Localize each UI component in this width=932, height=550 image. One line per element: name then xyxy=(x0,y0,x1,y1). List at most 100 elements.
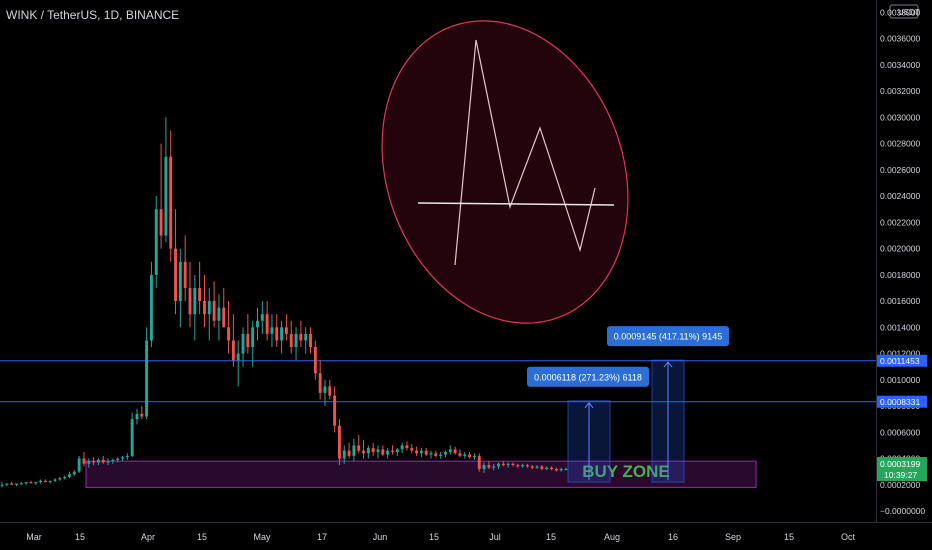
candle-body xyxy=(525,465,529,467)
price-tick-label: 0.0032000 xyxy=(880,86,920,96)
candle-body xyxy=(178,261,182,302)
candle-body xyxy=(256,320,259,328)
current-price-label: 0.0003199 xyxy=(880,459,920,469)
price-tick-label: 0.0028000 xyxy=(880,139,920,149)
candle-body xyxy=(323,386,327,393)
candle-body xyxy=(395,449,399,452)
time-tick-label: Oct xyxy=(841,532,856,542)
candle-body xyxy=(477,455,481,470)
candle-body xyxy=(362,450,365,454)
candle-body xyxy=(82,458,86,464)
time-tick-label: Mar xyxy=(26,532,42,542)
measure-label: 0.0006118 (271.23%) 6118 xyxy=(534,372,642,382)
price-tick-label: 0.0030000 xyxy=(880,112,920,122)
candle-body xyxy=(516,465,520,467)
time-tick-label: 15 xyxy=(429,532,439,542)
candle-body xyxy=(318,373,322,393)
candle-body xyxy=(550,467,553,470)
candle-body xyxy=(434,453,438,456)
candle-body xyxy=(328,386,332,396)
price-tick-label: 0.0022000 xyxy=(880,217,920,227)
candle-body xyxy=(275,327,279,341)
pattern-neckline xyxy=(417,202,615,206)
time-tick-label: 17 xyxy=(317,532,327,542)
candle-body xyxy=(68,474,71,477)
time-tick-label: 15 xyxy=(197,532,207,542)
candle-body xyxy=(472,455,476,458)
price-tick-label: 0.0036000 xyxy=(880,34,920,44)
candle-body xyxy=(164,156,168,236)
time-tick-label: 16 xyxy=(668,532,678,542)
candle-body xyxy=(246,333,250,347)
candle-body xyxy=(299,333,303,341)
candle-body xyxy=(231,340,235,361)
pattern-ellipse xyxy=(381,20,629,324)
candle-body xyxy=(217,307,221,321)
candle-body xyxy=(92,461,96,463)
pattern-zigzag xyxy=(454,39,596,266)
price-tick-label: 0.0026000 xyxy=(880,165,920,175)
candle-body xyxy=(169,156,173,249)
candle-body xyxy=(72,471,76,475)
candle-body xyxy=(564,469,568,471)
candle-body xyxy=(198,287,202,302)
time-tick-label: 15 xyxy=(784,532,794,542)
candle-body xyxy=(19,483,23,485)
candle-body xyxy=(424,450,428,455)
level-price-label: 0.0011453 xyxy=(880,356,920,366)
candle-body xyxy=(535,466,539,468)
candle-body xyxy=(521,465,525,467)
price-tick-label: 0.0010000 xyxy=(880,375,920,385)
price-tick-label: −0.0000000 xyxy=(880,506,925,516)
candle-body xyxy=(501,463,505,466)
candle-body xyxy=(304,333,308,341)
candle-body xyxy=(554,469,558,471)
candle-body xyxy=(511,463,515,466)
candle-body xyxy=(0,484,4,486)
candle-body xyxy=(540,466,544,470)
candle-body xyxy=(207,301,211,315)
time-tick-label: May xyxy=(253,532,271,542)
candle-body xyxy=(376,449,380,452)
price-tick-label: 0.0012000 xyxy=(880,349,920,359)
candle-body xyxy=(193,287,197,315)
candle-body xyxy=(43,480,47,483)
time-tick-label: 15 xyxy=(75,532,85,542)
price-axis-divider xyxy=(876,0,877,522)
candle-body xyxy=(125,455,129,458)
buy-zone-box xyxy=(85,460,757,488)
candle-body xyxy=(53,479,57,481)
measure-arrow-head xyxy=(663,361,673,368)
candle-body xyxy=(106,461,110,463)
candle-body xyxy=(174,248,177,302)
candle-body xyxy=(121,457,124,459)
time-axis-divider xyxy=(0,522,932,523)
candle-body xyxy=(58,478,62,480)
candle-body xyxy=(270,327,274,334)
candle-body xyxy=(140,413,144,417)
candle-body xyxy=(212,301,216,321)
candle-body xyxy=(530,466,534,468)
candle-body xyxy=(34,482,38,484)
candle-body xyxy=(29,482,33,484)
candle-body xyxy=(280,327,284,341)
candle-body xyxy=(410,448,414,451)
candle-body xyxy=(419,450,423,454)
candle-body xyxy=(260,314,264,321)
level-price-tag xyxy=(877,395,927,408)
candle-body xyxy=(497,463,500,467)
candle-body xyxy=(371,448,375,452)
candle-body xyxy=(188,287,192,315)
candle-body xyxy=(96,459,100,463)
time-tick-label: Jun xyxy=(373,532,388,542)
candle-body xyxy=(101,459,105,463)
candle-body xyxy=(154,209,158,275)
measure-arrow-head xyxy=(584,401,594,409)
candle-body xyxy=(453,449,457,454)
candle-body xyxy=(309,333,312,347)
candle-body xyxy=(24,482,28,484)
candle-body xyxy=(284,327,288,334)
candle-body xyxy=(482,465,486,470)
candle-body xyxy=(391,450,394,452)
